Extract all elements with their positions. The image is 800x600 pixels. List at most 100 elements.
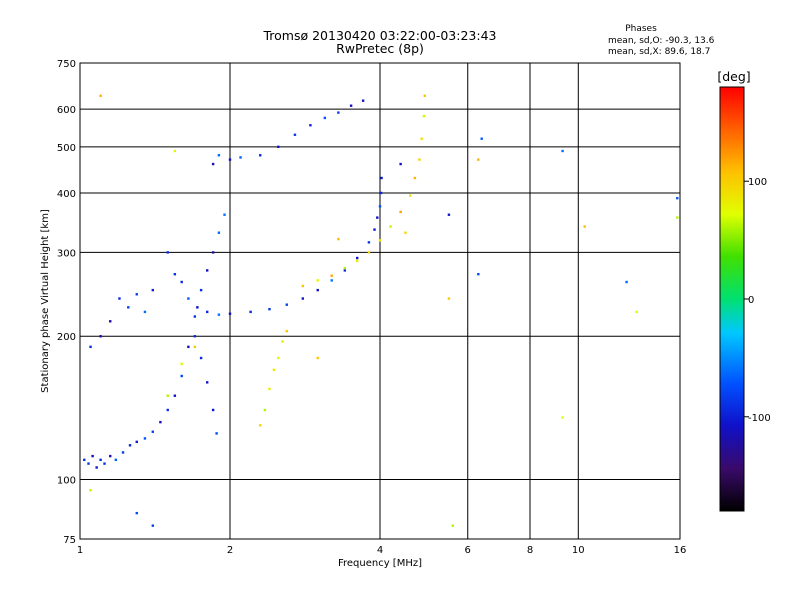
data-point	[561, 149, 564, 153]
data-point	[114, 458, 118, 462]
data-point	[249, 310, 252, 314]
y-tick-label: 500	[57, 143, 76, 154]
data-point	[676, 196, 679, 200]
phases-x-stats: mean, sd,X: 89.6, 18.7	[608, 47, 710, 57]
data-point	[451, 524, 455, 527]
y-axis-ticks: 75 100 200 300 400 500 600 750	[57, 59, 76, 546]
data-point	[135, 293, 138, 296]
data-point	[211, 162, 215, 166]
data-point	[583, 225, 586, 228]
data-point	[99, 458, 102, 462]
data-point	[330, 274, 333, 277]
y-tick-label: 100	[57, 476, 76, 487]
chart-subtitle: RwPretec (8p)	[336, 41, 424, 56]
data-point	[379, 191, 383, 195]
data-point	[99, 335, 102, 338]
data-point	[301, 284, 305, 288]
data-point	[109, 454, 112, 458]
data-point	[180, 280, 183, 284]
data-point	[361, 99, 365, 102]
data-point	[89, 345, 92, 349]
data-point	[277, 145, 280, 149]
data-point	[378, 239, 382, 242]
data-point	[323, 116, 327, 120]
data-point	[180, 374, 183, 378]
data-point	[135, 511, 138, 515]
data-point	[95, 466, 98, 469]
data-point	[355, 256, 359, 260]
data-point	[625, 280, 628, 284]
x-axis-ticks: 1 2 4 6 8 10 16	[77, 545, 687, 556]
y-tick-label: 200	[57, 332, 76, 343]
x-axis-label: Frequency [MHz]	[338, 558, 422, 569]
data-point	[159, 420, 162, 424]
data-point	[259, 424, 262, 427]
data-point	[330, 279, 333, 282]
data-point	[239, 156, 242, 159]
x-tick-label: 8	[527, 545, 533, 556]
data-point	[127, 306, 130, 309]
data-point	[418, 158, 421, 161]
colorbar-tick-label: -100	[748, 413, 771, 424]
data-point	[409, 194, 412, 197]
x-tick-label: 1	[77, 545, 83, 556]
colorbar-tick-label: 0	[748, 295, 754, 306]
x-tick-label: 10	[572, 545, 585, 556]
data-point	[103, 462, 106, 465]
data-point	[217, 231, 221, 234]
data-point	[380, 176, 383, 180]
phases-o-stats: mean, sd,O: -90.3, 13.6	[608, 36, 715, 46]
data-point	[173, 394, 177, 397]
data-point	[173, 273, 177, 276]
data-point	[423, 94, 426, 97]
data-point	[281, 340, 284, 343]
data-point	[109, 320, 112, 323]
data-point	[128, 444, 132, 447]
data-point	[378, 205, 382, 208]
y-tick-label: 400	[57, 189, 76, 200]
data-point	[268, 387, 271, 391]
data-point	[196, 306, 199, 309]
data-point	[205, 310, 209, 314]
data-point	[151, 288, 155, 292]
data-points	[83, 94, 679, 527]
data-point	[337, 111, 340, 114]
data-point	[193, 345, 197, 349]
data-point	[215, 432, 218, 435]
data-point	[217, 154, 221, 157]
data-point	[355, 259, 359, 263]
data-point	[211, 251, 215, 254]
data-point	[477, 158, 480, 161]
data-point	[389, 225, 392, 228]
y-tick-label: 750	[57, 59, 76, 70]
data-point	[205, 381, 209, 384]
data-point	[173, 149, 177, 153]
data-point	[367, 251, 371, 254]
colorbar-tick-label: 100	[748, 177, 767, 188]
grid-lines	[80, 63, 680, 539]
data-point	[263, 408, 267, 412]
phases-heading: Phases	[625, 24, 657, 34]
data-point	[166, 408, 169, 412]
data-point	[217, 313, 221, 316]
data-point	[228, 312, 232, 315]
data-point	[676, 216, 679, 219]
data-point	[316, 288, 319, 292]
data-point	[143, 310, 147, 314]
data-point	[205, 269, 209, 272]
data-point	[285, 329, 288, 333]
data-point	[187, 297, 190, 300]
data-point	[180, 362, 183, 366]
data-point	[420, 137, 423, 140]
data-point	[293, 133, 297, 136]
chart-title: Tromsø 20130420 03:22:00-03:23:43	[262, 28, 496, 43]
y-tick-label: 75	[63, 535, 76, 546]
data-point	[151, 430, 155, 433]
data-point	[268, 307, 271, 311]
data-point	[223, 213, 226, 216]
data-point	[337, 237, 340, 241]
data-point	[187, 345, 190, 349]
colorbar	[719, 86, 745, 512]
data-point	[166, 251, 169, 254]
data-point	[447, 297, 451, 300]
